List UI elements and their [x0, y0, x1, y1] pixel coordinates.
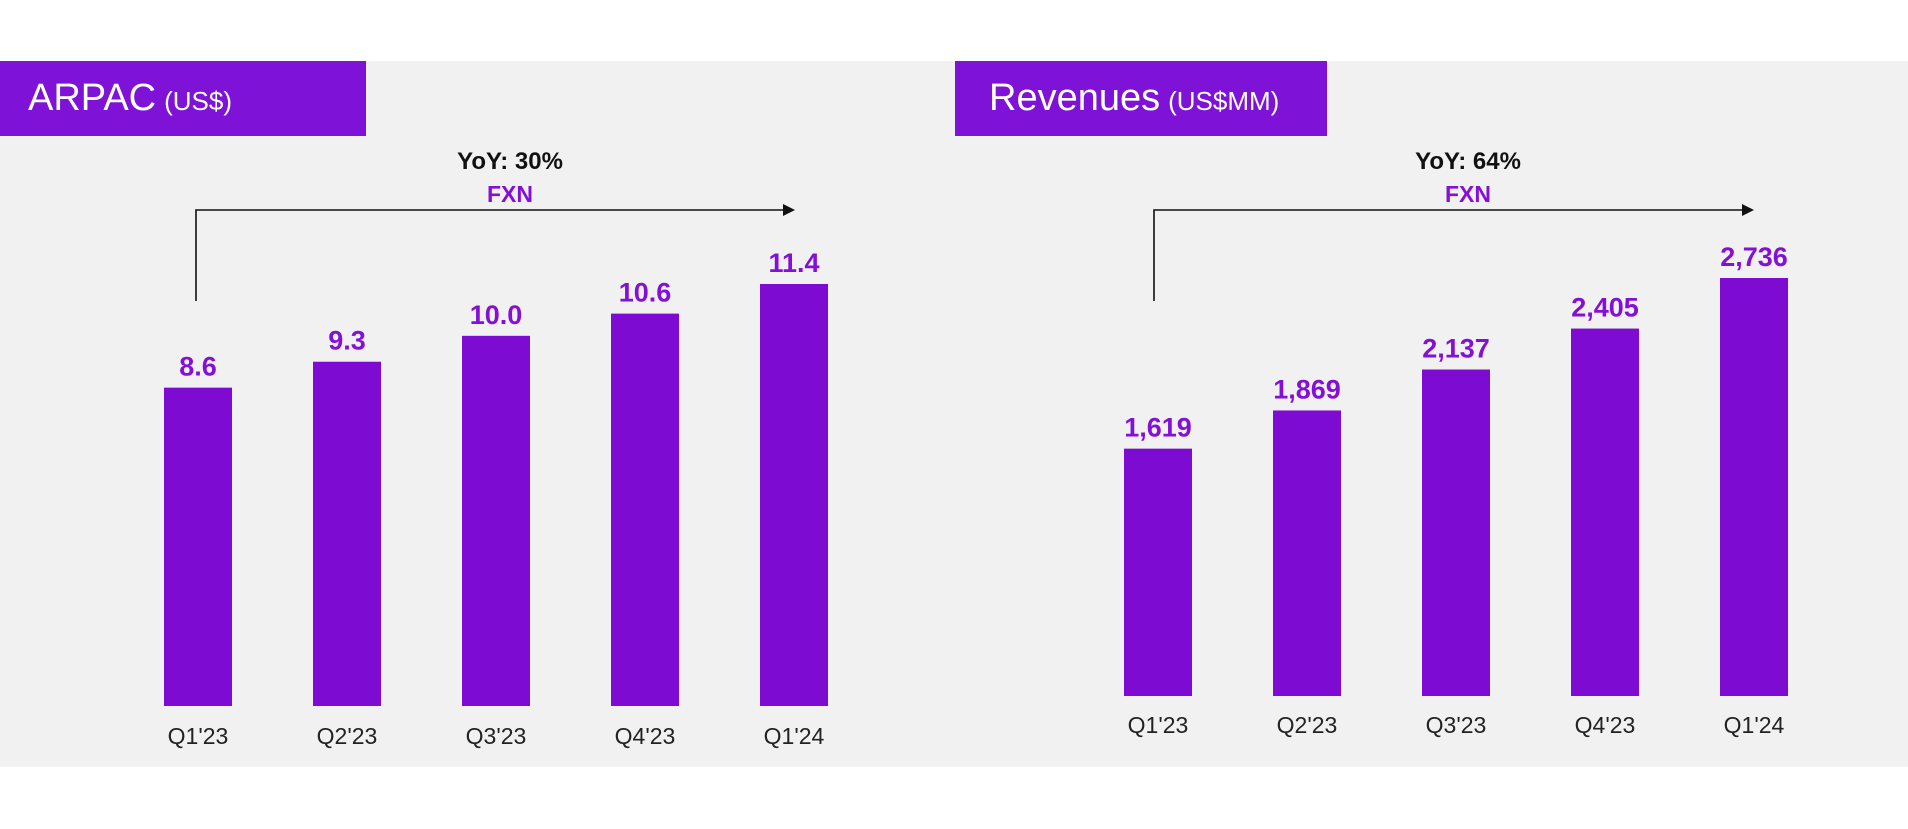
arpac-panel: ARPAC (US$) YoY: 30% FXN 8.6 Q1'23 9.3 Q2'2…	[0, 61, 954, 767]
category-label: Q3'23	[1426, 712, 1487, 738]
bar-Q2'23	[313, 361, 381, 706]
panel-title: Revenues	[989, 77, 1161, 119]
bar-Q4'23	[1571, 328, 1639, 696]
yoy-arrow-head	[1742, 204, 1754, 216]
yoy-arrow-line	[1153, 209, 1742, 301]
panel-title: ARPAC	[28, 77, 157, 119]
value-label: 11.4	[768, 248, 819, 278]
value-label: 1,869	[1273, 374, 1341, 404]
bar-Q1'24	[1720, 278, 1788, 696]
revenues-panel: Revenues (US$MM) YoY: 64% FXN 1,619 Q1'23…	[954, 61, 1908, 767]
yoy-label: YoY: 64%	[1415, 148, 1521, 175]
bar-Q3'23	[1422, 369, 1490, 696]
panel-unit: (US$)	[164, 86, 233, 116]
arpac-bar-chart: YoY: 30% FXN 8.6 Q1'23 9.3 Q2'23 10.0 Q3'23 10…	[164, 148, 828, 749]
arpac-header: ARPAC (US$)	[0, 61, 366, 136]
bar-Q1'24	[760, 284, 828, 706]
value-label: 2,405	[1571, 293, 1639, 323]
category-label: Q1'23	[168, 723, 229, 749]
panel-unit: (US$MM)	[1168, 86, 1280, 116]
value-label: 2,137	[1422, 334, 1490, 364]
value-label: 10.6	[619, 278, 672, 308]
value-label: 8.6	[179, 352, 217, 382]
yoy-arrow-head	[783, 204, 795, 216]
category-label: Q4'23	[615, 723, 676, 749]
bar-Q4'23	[611, 313, 679, 706]
revenues-header: Revenues (US$MM)	[955, 61, 1327, 136]
bar-Q2'23	[1273, 410, 1341, 696]
category-label: Q4'23	[1575, 712, 1636, 738]
category-label: Q2'23	[1277, 712, 1338, 738]
fxn-label: FXN	[1445, 181, 1491, 207]
category-label: Q1'23	[1128, 712, 1189, 738]
category-label: Q1'24	[764, 723, 825, 749]
value-label: 2,736	[1720, 242, 1788, 272]
category-label: Q2'23	[317, 723, 378, 749]
fxn-label: FXN	[487, 181, 533, 207]
category-label: Q3'23	[466, 723, 527, 749]
yoy-arrow-line	[195, 209, 783, 301]
value-label: 10.0	[470, 300, 523, 330]
revenues-bar-chart: YoY: 64% FXN 1,619 Q1'23 1,869 Q2'23 2,137 Q3…	[1124, 148, 1788, 738]
bar-Q1'23	[164, 387, 232, 706]
category-label: Q1'24	[1724, 712, 1785, 738]
yoy-label: YoY: 30%	[457, 148, 563, 175]
value-label: 9.3	[328, 326, 366, 356]
bar-Q3'23	[462, 335, 530, 706]
bar-Q1'23	[1124, 448, 1192, 696]
value-label: 1,619	[1124, 413, 1192, 443]
